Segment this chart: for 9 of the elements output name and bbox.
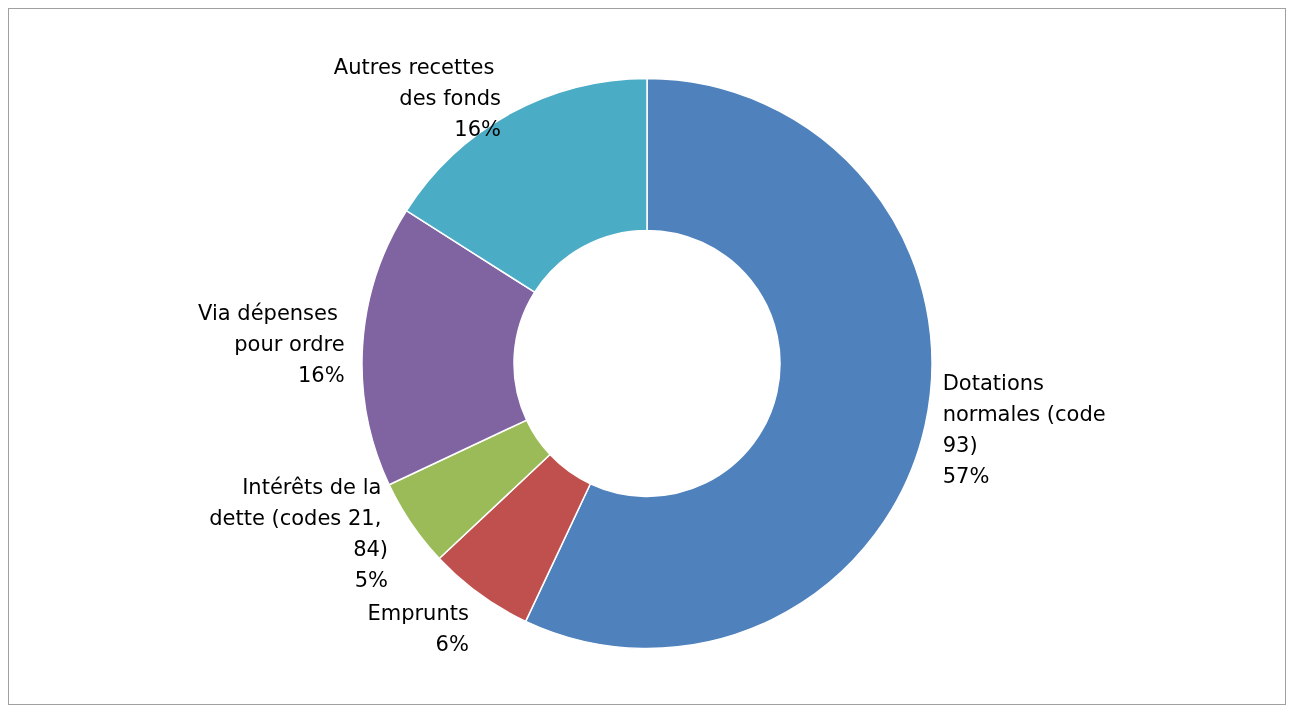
data-label: 16%	[297, 363, 345, 388]
slice-label: Autres recettes des fonds	[333, 54, 502, 110]
slice-label: Emprunts	[367, 601, 469, 626]
slice-label: Dotations normales (code 93)	[942, 371, 1113, 458]
data-label: 5%	[354, 568, 389, 593]
data-label: 6%	[435, 632, 469, 657]
slice-label: Via dépenses pour ordre	[198, 301, 345, 357]
data-label: 57%	[942, 464, 990, 489]
slice-label: Intérêts de la dette (codes 21, 84)	[209, 475, 389, 562]
